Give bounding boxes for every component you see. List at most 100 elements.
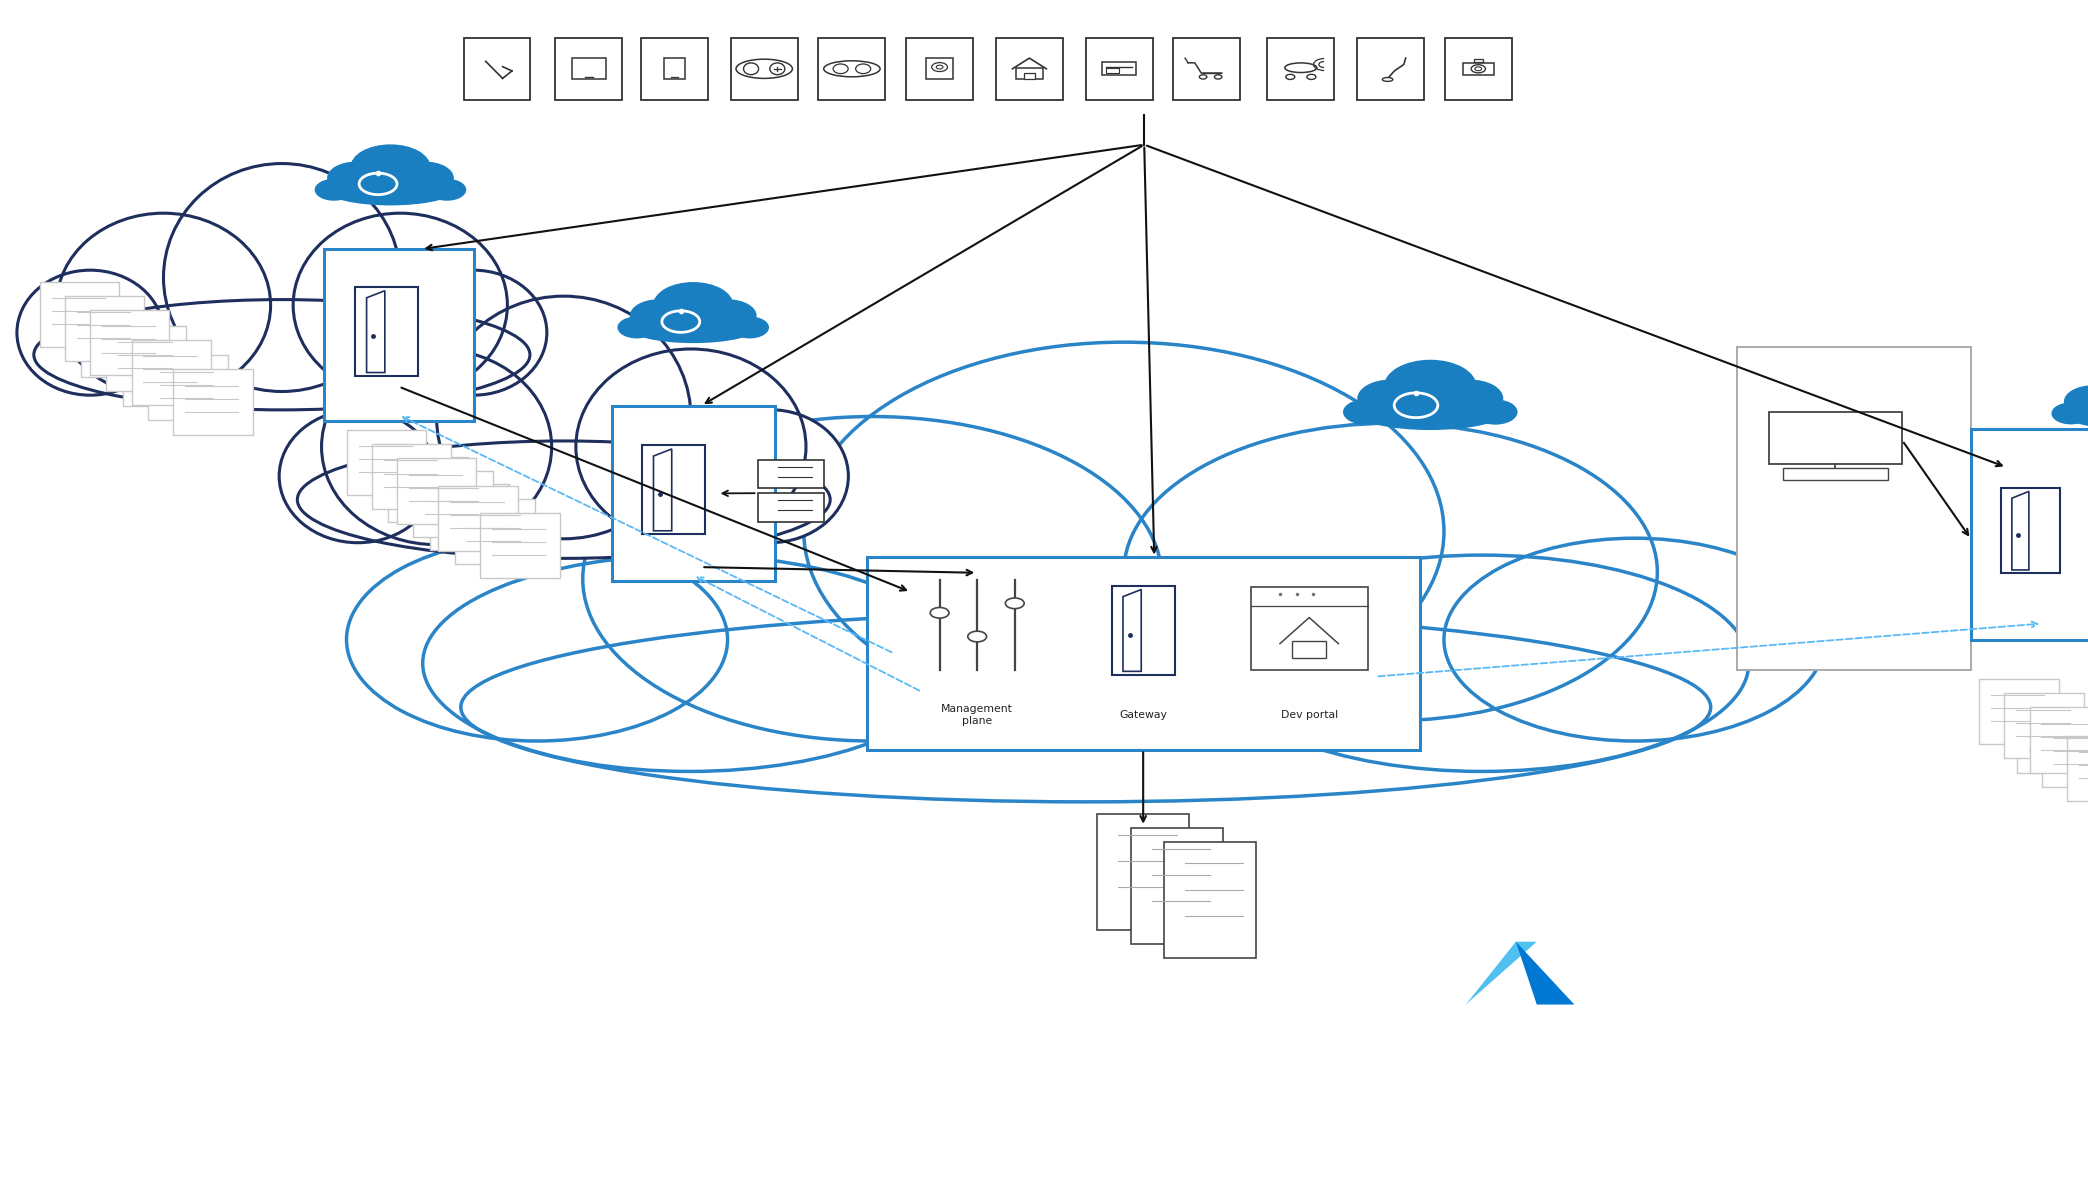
Ellipse shape — [292, 213, 507, 397]
Ellipse shape — [2050, 402, 2088, 425]
Bar — [664, 58, 685, 79]
Ellipse shape — [322, 349, 551, 544]
Ellipse shape — [856, 64, 871, 74]
Bar — [731, 38, 798, 100]
Bar — [1462, 63, 1495, 75]
Ellipse shape — [1307, 75, 1315, 79]
Ellipse shape — [163, 164, 401, 391]
Bar — [464, 38, 530, 100]
Bar — [1173, 38, 1240, 100]
Bar — [1107, 69, 1119, 72]
Bar — [132, 339, 211, 406]
Ellipse shape — [2063, 400, 2088, 429]
Ellipse shape — [631, 299, 687, 332]
Bar — [1102, 63, 1136, 75]
Ellipse shape — [833, 64, 848, 74]
Ellipse shape — [1472, 65, 1485, 72]
Bar — [2030, 707, 2088, 773]
Bar — [572, 58, 606, 79]
Ellipse shape — [328, 176, 453, 205]
Bar — [430, 484, 509, 550]
Ellipse shape — [631, 313, 756, 343]
Ellipse shape — [1474, 66, 1482, 71]
Ellipse shape — [1357, 380, 1424, 417]
Ellipse shape — [1445, 538, 1825, 741]
Bar — [1971, 429, 2088, 640]
Ellipse shape — [436, 296, 691, 538]
Bar — [818, 38, 885, 100]
Bar — [347, 431, 426, 496]
Polygon shape — [654, 449, 672, 531]
Bar — [1165, 842, 1255, 958]
Bar — [65, 295, 144, 361]
Ellipse shape — [1215, 555, 1750, 771]
Bar — [455, 498, 535, 565]
Bar — [1098, 814, 1190, 930]
Ellipse shape — [2063, 385, 2088, 419]
Ellipse shape — [328, 161, 384, 195]
Ellipse shape — [731, 317, 768, 338]
Ellipse shape — [1284, 63, 1318, 72]
Bar — [2004, 693, 2084, 759]
Bar — [643, 446, 706, 535]
Bar — [81, 311, 161, 377]
Text: Gateway: Gateway — [1119, 710, 1167, 720]
Ellipse shape — [618, 317, 656, 338]
Bar — [372, 444, 451, 510]
Bar — [1017, 69, 1042, 79]
Ellipse shape — [654, 282, 733, 327]
Bar — [906, 38, 973, 100]
Ellipse shape — [401, 270, 547, 395]
Bar — [996, 38, 1063, 100]
Bar — [2017, 707, 2088, 773]
Ellipse shape — [583, 416, 1161, 741]
Bar — [106, 326, 186, 391]
Ellipse shape — [1357, 396, 1503, 431]
Bar — [413, 471, 493, 536]
Bar — [641, 38, 708, 100]
Bar — [1737, 347, 1971, 670]
Bar — [1292, 642, 1326, 658]
Ellipse shape — [770, 63, 785, 75]
Bar — [148, 356, 228, 420]
Bar — [1783, 467, 1888, 479]
Bar — [2042, 721, 2088, 788]
Ellipse shape — [17, 270, 163, 395]
Text: Management
plane: Management plane — [942, 704, 1013, 726]
Ellipse shape — [1006, 598, 1023, 608]
Ellipse shape — [33, 300, 530, 410]
Bar — [1769, 412, 1902, 464]
Ellipse shape — [1343, 400, 1386, 425]
Bar — [397, 459, 476, 524]
Ellipse shape — [1382, 77, 1393, 82]
Polygon shape — [2013, 491, 2030, 570]
Bar — [758, 493, 825, 522]
Ellipse shape — [576, 349, 806, 544]
Ellipse shape — [397, 161, 453, 195]
Ellipse shape — [347, 538, 727, 741]
Bar — [2067, 735, 2088, 802]
Ellipse shape — [296, 441, 831, 559]
Bar — [1132, 828, 1224, 944]
Ellipse shape — [967, 631, 986, 642]
Bar — [388, 458, 468, 522]
Bar — [1267, 38, 1334, 100]
Ellipse shape — [1199, 75, 1207, 79]
Polygon shape — [1123, 589, 1142, 671]
Bar — [1474, 59, 1482, 63]
Ellipse shape — [823, 60, 881, 77]
Ellipse shape — [461, 612, 1710, 802]
Bar — [324, 249, 474, 421]
Ellipse shape — [422, 555, 956, 771]
Bar — [1251, 587, 1368, 670]
Ellipse shape — [280, 409, 436, 543]
Bar — [1445, 38, 1512, 100]
Bar — [1979, 678, 2059, 745]
Ellipse shape — [1474, 400, 1518, 425]
Bar — [355, 287, 418, 376]
Bar — [438, 486, 518, 550]
Ellipse shape — [929, 607, 948, 618]
Ellipse shape — [743, 63, 758, 75]
Ellipse shape — [691, 409, 848, 543]
Ellipse shape — [315, 179, 353, 200]
